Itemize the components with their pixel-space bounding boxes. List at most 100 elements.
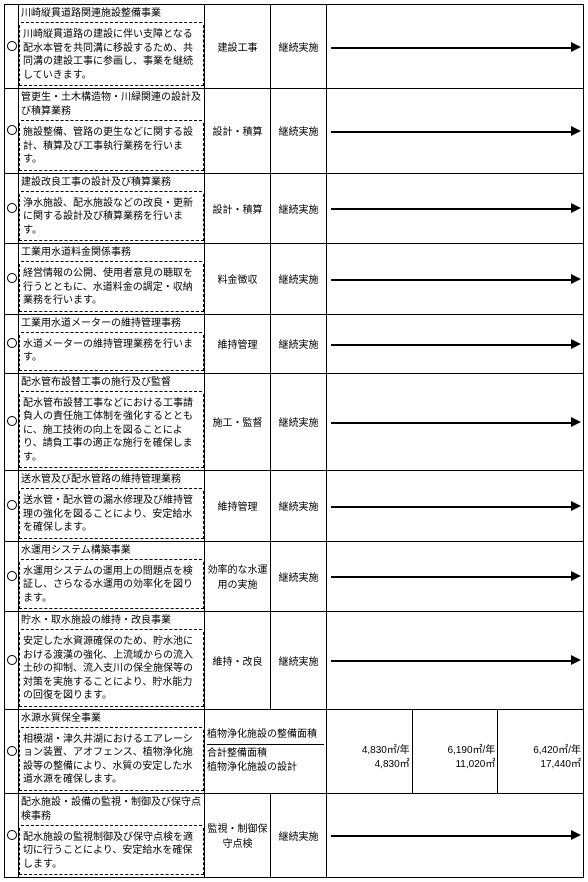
special-data-2: 6,190㎡/年11,020㎡ [412,709,498,793]
row-body-wrap: 送水管・配水管の漏水修理及び維持管理の強化を図ることにより、安定給水を確保します… [19,491,204,539]
arrow-right-icon [571,571,581,581]
row-marker [5,5,19,89]
row-marker [5,314,19,373]
arrow-line [331,835,577,837]
row-status: 継続実施 [271,541,327,612]
row-body: 施設整備、管路の更生などに関する設計、積算及び工事執行業務を行います。 [23,126,200,167]
arrow-right-icon [571,274,581,284]
table-row: 工業用水道料金関係事務経営情報の公開、使用者意見の聴取を行うとともに、水道料金の… [5,244,584,315]
row-body-wrap: 浄水施設、配水施設などの改良・更新に関する設計及び積算業務を行います。 [19,194,204,242]
row-body-wrap: 安定した水資源確保のため、貯水池における渡漢の強化、上流域からの流入土砂の抑制、… [19,632,204,707]
table-row: 水運用システム構築事業水運用システムの運用上の問題点を検証し、さらなる水運用の効… [5,541,584,612]
row-arrow-cell [327,244,584,315]
circle-icon [7,125,17,135]
row-title: 管更生・土木構造物・川緑関連の設計及び積算業務 [21,91,202,121]
row-arrow-cell [327,373,584,471]
arrow-line [331,422,577,424]
row-type: 設計・積算 [205,173,271,244]
project-table: 川崎縦貫道路関連施設整備事業川崎縦貫道路の建設に伴い支障となる配水本管を共同溝に… [4,4,584,878]
row-type: 建設工事 [205,5,271,89]
row-title: 送水管及び配水管路の維持管理業務 [21,473,202,489]
table-row: 工業用水道メーターの維持管理事務水道メーターの維持管理業務を行います。維持管理継… [5,314,584,373]
table-row: 配水施設・設備の監視・制御及び保守点検事務配水施設の監視制御及び保守点検を適切に… [5,793,584,878]
row-description: 工業用水道メーターの維持管理事務水道メーターの維持管理業務を行います。 [19,314,205,373]
row-body: 配水施設の監視制御及び保守点検を適切に行うことにより、安定給水を確保します。 [23,831,200,872]
row-title: 工業用水道料金関係事務 [21,246,202,262]
circle-icon [7,273,17,283]
row-arrow-cell [327,314,584,373]
row-body-wrap: 水道メーターの維持管理業務を行います。 [19,335,204,371]
row-status: 継続実施 [271,89,327,174]
arrow-right-icon [571,655,581,665]
arrow-line [331,208,577,210]
row-type: 維持管理 [205,471,271,542]
special-data-1: 4,830㎡/年4,830㎡ [327,709,413,793]
row-arrow-cell [327,173,584,244]
special-label-cell: 植物浄化施設の整備面積合計整備面積植物浄化施設の設計 [205,709,327,793]
table-row: 管更生・土木構造物・川緑関連の設計及び積算業務施設整備、管路の更生などに関する設… [5,89,584,174]
row-body-wrap: 配水管布設替工事などにおける工事請負人の責任施工体制を強化するとともに、施工技術… [19,394,204,469]
row-marker [5,793,19,878]
row-description: 水運用システム構築事業水運用システムの運用上の問題点を検証し、さらなる水運用の効… [19,541,205,612]
row-description: 配水管布設替工事の施行及び監督配水管布設替工事などにおける工事請負人の責任施工体… [19,373,205,471]
row-status: 継続実施 [271,793,327,878]
row-status: 継続実施 [271,612,327,710]
arrow-right-icon [571,203,581,213]
row-body-wrap: 配水施設の監視制御及び保守点検を適切に行うことにより、安定給水を確保します。 [19,828,204,876]
table-row: 水源水質保全事業相模湖・津久井湖におけるエアレーション装置、アオフェンス、植物浄… [5,709,584,793]
row-arrow-cell [327,5,584,89]
row-status: 継続実施 [271,173,327,244]
row-type: 監視・制御保守点検 [205,793,271,878]
table-row: 送水管及び配水管路の維持管理業務送水管・配水管の漏水修理及び維持管理の強化を図る… [5,471,584,542]
arrow-right-icon [571,126,581,136]
row-title: 配水施設・設備の監視・制御及び保守点検事務 [21,796,202,826]
arrow-right-icon [571,501,581,511]
row-marker [5,373,19,471]
arrow-line [331,47,577,49]
special-data-3: 6,420㎡/年17,440㎡ [498,709,584,793]
row-title: 工業用水道メーターの維持管理事務 [21,317,202,333]
special-left-label-2: 植物浄化施設の設計 [207,761,324,775]
row-status: 継続実施 [271,244,327,315]
row-title: 建設改良工事の設計及び積算業務 [21,176,202,192]
circle-icon [7,203,17,213]
row-arrow-cell [327,471,584,542]
row-description: 管更生・土木構造物・川緑関連の設計及び積算業務施設整備、管路の更生などに関する設… [19,89,205,174]
row-title: 水源水質保全事業 [21,712,202,728]
row-title: 水運用システム構築事業 [21,544,202,560]
arrow-line [331,506,577,508]
special-top-label: 植物浄化施設の整備面積 [207,728,324,745]
row-marker [5,541,19,612]
row-body-wrap: 川崎縦貫道路の建設に伴い支障となる配水本管を共同溝に移設するため、共同溝の建設工… [19,25,204,86]
row-description: 送水管及び配水管路の維持管理業務送水管・配水管の漏水修理及び維持管理の強化を図る… [19,471,205,542]
row-marker [5,612,19,710]
table-row: 川崎縦貫道路関連施設整備事業川崎縦貫道路の建設に伴い支障となる配水本管を共同溝に… [5,5,584,89]
row-body-wrap: 相模湖・津久井湖におけるエアレーション装置、アオフェンス、植物浄化施設等の整備に… [19,730,204,791]
row-body: 安定した水資源確保のため、貯水池における渡漢の強化、上流域からの流入土砂の抑制、… [23,635,200,703]
circle-icon [7,338,17,348]
row-status: 継続実施 [271,373,327,471]
row-title: 川崎縦貫道路関連施設整備事業 [21,7,202,23]
arrow-line [331,279,577,281]
circle-icon [7,746,17,756]
row-marker [5,471,19,542]
row-arrow-cell [327,541,584,612]
table-row: 配水管布設替工事の施行及び監督配水管布設替工事などにおける工事請負人の責任施工体… [5,373,584,471]
arrow-right-icon [571,417,581,427]
row-status: 継続実施 [271,314,327,373]
row-type: 維持・改良 [205,612,271,710]
row-type: 施工・監督 [205,373,271,471]
row-body: 水道メーターの維持管理業務を行います。 [23,338,200,365]
row-description: 工業用水道料金関係事務経営情報の公開、使用者意見の聴取を行うとともに、水道料金の… [19,244,205,315]
arrow-right-icon [571,830,581,840]
row-status: 継続実施 [271,5,327,89]
row-title: 配水管布設替工事の施行及び監督 [21,376,202,392]
special-left-label-1: 合計整備面積 [207,747,324,761]
table-row: 貯水・取水施設の維持・改良事業安定した水資源確保のため、貯水池における渡漢の強化… [5,612,584,710]
arrow-line [331,576,577,578]
row-description: 水源水質保全事業相模湖・津久井湖におけるエアレーション装置、アオフェンス、植物浄… [19,709,205,793]
row-marker [5,173,19,244]
circle-icon [7,830,17,840]
circle-icon [7,500,17,510]
row-body-wrap: 水運用システムの運用上の問題点を検証し、さらなる水運用の効率化を図ります。 [19,562,204,610]
